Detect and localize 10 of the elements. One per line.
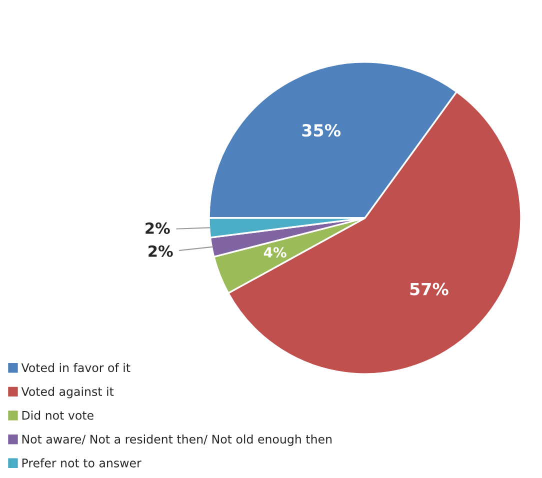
legend-label: Voted against it [21,386,114,398]
legend-label: Did not vote [22,410,94,420]
data-label: 2% [148,245,173,257]
data-label: 2% [146,222,170,234]
legend-label: Prefer not to answer [22,458,142,468]
data-label: 4% [264,247,286,258]
legend-label: Not aware/ Not a resident then/ Not old enough then [22,434,332,446]
legend-label: Voted in favor of it [21,363,130,372]
data-label: 57% [410,282,448,296]
data-label: 35% [302,124,341,137]
